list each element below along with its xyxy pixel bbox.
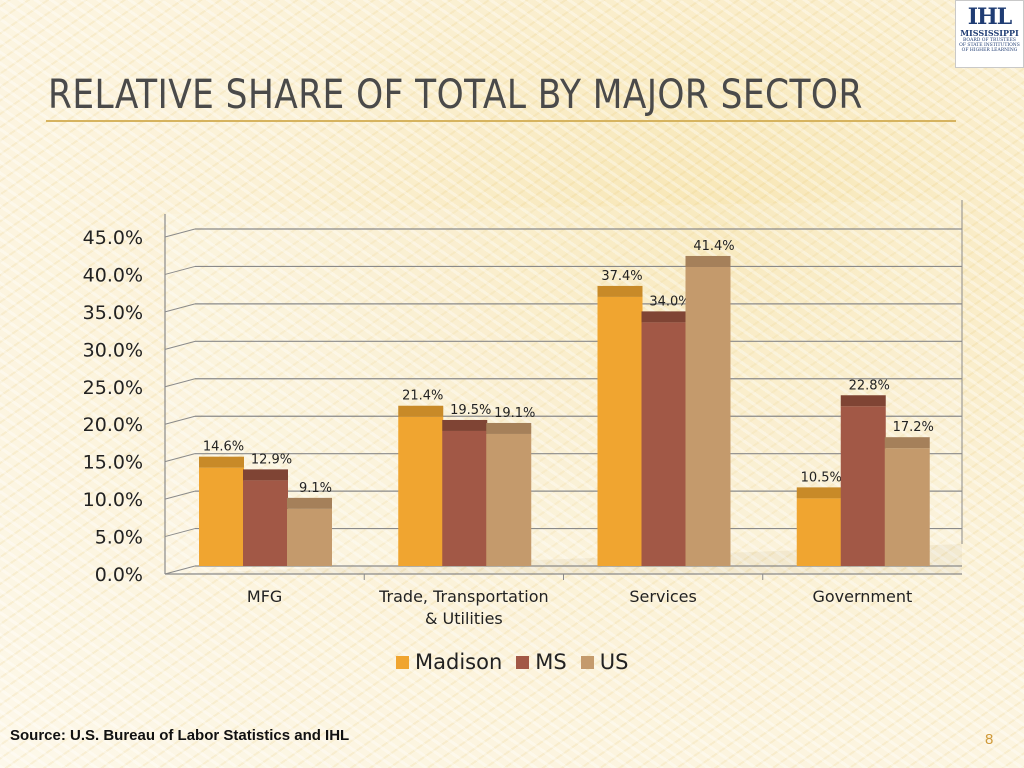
x-category-label: & Utilities <box>425 609 503 628</box>
gridline-depth <box>164 378 196 388</box>
y-tick-label: 10.0% <box>83 489 143 511</box>
bar-cap-madison-1 <box>398 405 444 417</box>
y-tick-label: 40.0% <box>83 264 143 286</box>
bar-cap-us-2 <box>685 255 731 267</box>
data-label: 9.1% <box>299 481 332 496</box>
logo-mark: IHL <box>967 4 1013 30</box>
data-label: 21.4% <box>402 389 443 404</box>
bar-us-1 <box>486 433 532 566</box>
bar-cap-us-0 <box>287 497 332 509</box>
gridline-depth <box>164 340 196 350</box>
bar-ms-3 <box>840 406 886 566</box>
y-tick-label: 30.0% <box>83 339 143 361</box>
legend-swatch-ms <box>516 655 530 669</box>
bar-chart: 0.0% 5.0% 10.0% 15.0% 20.0% 25.0% 30.0% 35.0% 40… <box>83 200 963 628</box>
ihl-logo: IHL MISSISSIPPI BOARD OF TRUSTEES OF STA… <box>955 0 1024 68</box>
bar-us-0 <box>287 508 332 566</box>
legend-item-madison: Madison <box>396 650 502 674</box>
legend-label-ms: MS <box>535 650 567 674</box>
gridline-depth <box>164 565 196 575</box>
bar-us-2 <box>685 266 731 566</box>
data-label: 19.5% <box>450 403 491 418</box>
title-underline <box>46 120 956 122</box>
y-tick-label: 25.0% <box>83 377 143 399</box>
y-tick-label: 20.0% <box>83 414 143 436</box>
bar-cap-us-1 <box>486 422 532 434</box>
x-category-label: MFG <box>247 587 282 606</box>
logo-line-3: OF HIGHER LEARNING <box>961 48 1018 53</box>
plot-back-wall <box>165 200 962 574</box>
x-category-label: Government <box>812 587 912 606</box>
page-number: 8 <box>985 731 994 748</box>
bar-cap-madison-0 <box>199 456 244 468</box>
bar-cap-madison-3 <box>796 487 842 499</box>
legend-item-us: US <box>580 650 629 674</box>
y-tick-label: 5.0% <box>95 527 143 549</box>
data-label: 41.4% <box>693 239 734 254</box>
legend-label-us: US <box>599 650 629 674</box>
bar-ms-0 <box>243 480 288 566</box>
data-label: 34.0% <box>649 294 690 309</box>
chart-legend: Madison MS US <box>396 650 628 674</box>
bar-cap-ms-2 <box>641 311 687 323</box>
data-label: 14.6% <box>203 440 244 455</box>
data-label: 12.9% <box>251 452 292 467</box>
data-label: 22.8% <box>849 378 890 393</box>
data-label: 10.5% <box>801 470 842 485</box>
gridline-depth <box>164 228 196 238</box>
bar-ms-2 <box>641 322 687 566</box>
bar-cap-ms-3 <box>840 395 886 407</box>
y-tick-label: 45.0% <box>83 227 143 249</box>
slide-title: RELATIVE SHARE OF TOTAL BY MAJOR SECTOR <box>48 72 863 118</box>
bar-ms-1 <box>442 430 488 566</box>
logo-line-2: OF STATE INSTITUTIONS <box>959 43 1020 48</box>
bar-cap-ms-0 <box>243 469 288 481</box>
gridline-depth <box>164 453 196 463</box>
data-label: 17.2% <box>893 420 934 435</box>
gridline-depth <box>164 415 196 425</box>
data-label: 37.4% <box>601 269 642 284</box>
gridline-depth <box>164 490 196 500</box>
legend-swatch-us <box>580 655 594 669</box>
x-category-label: Trade, Transportation <box>378 587 549 606</box>
bar-us-3 <box>884 448 930 566</box>
data-label: 19.1% <box>494 406 535 421</box>
gridline-depth <box>164 528 196 538</box>
y-tick-label: 15.0% <box>83 452 143 474</box>
legend-swatch-madison <box>396 655 409 669</box>
source-note: Source: U.S. Bureau of Labor Statistics … <box>10 727 350 744</box>
legend-item-ms: MS <box>516 650 567 674</box>
bar-cap-madison-2 <box>597 285 643 297</box>
logo-line-1: BOARD OF TRUSTEES <box>963 38 1016 43</box>
logo-org: MISSISSIPPI <box>960 28 1019 38</box>
x-category-label: Services <box>629 587 696 606</box>
gridline-depth <box>164 265 196 275</box>
bar-cap-ms-1 <box>442 419 488 431</box>
y-tick-label: 35.0% <box>83 302 143 324</box>
y-tick-label: 0.0% <box>95 564 143 586</box>
bar-madison-0 <box>199 467 244 566</box>
bar-cap-us-3 <box>884 437 930 449</box>
bar-madison-3 <box>796 498 842 566</box>
legend-label-madison: Madison <box>415 650 503 674</box>
gridline-depth <box>164 303 196 313</box>
bar-madison-2 <box>597 296 643 566</box>
bar-madison-1 <box>398 416 444 566</box>
